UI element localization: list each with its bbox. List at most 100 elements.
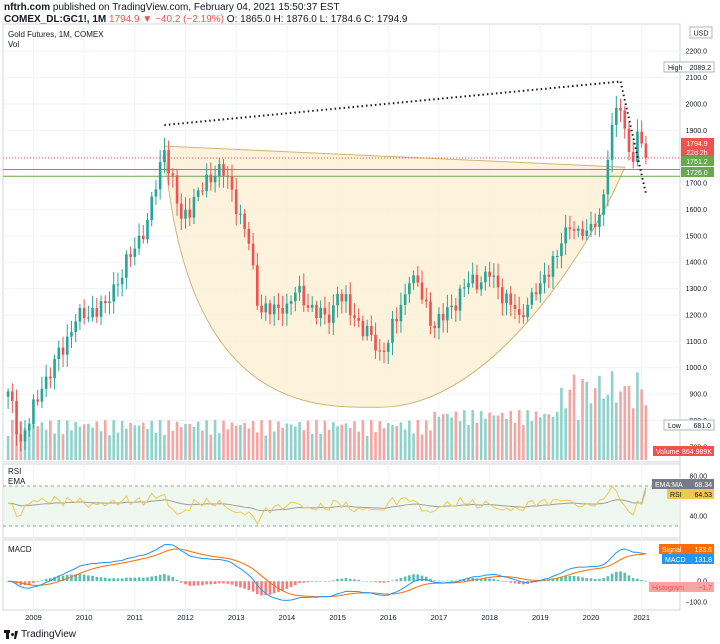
histogram-bar xyxy=(255,581,259,595)
candle-body xyxy=(488,271,491,277)
volume-bar xyxy=(53,433,56,460)
histogram-bar xyxy=(420,575,424,582)
volume-bar xyxy=(116,432,120,460)
candle-body xyxy=(610,124,614,160)
histogram-bar xyxy=(49,578,52,582)
candle-body xyxy=(302,285,306,306)
price-tick-label: 1400.0 xyxy=(686,260,708,267)
symbol-text: COMEX_DL:GC1!, 1M xyxy=(4,14,107,25)
candle-body xyxy=(255,265,259,306)
volume-bar xyxy=(44,429,48,460)
histogram-bar xyxy=(108,578,111,582)
volume-bar xyxy=(593,388,597,460)
volume-bar xyxy=(437,416,441,460)
candle-body xyxy=(53,359,56,379)
candle-body xyxy=(141,235,145,240)
volume-bar xyxy=(526,410,529,460)
candle-body xyxy=(576,228,580,231)
volume-bar xyxy=(450,417,453,460)
histogram-bar xyxy=(319,581,322,582)
volume-bar xyxy=(27,423,31,460)
histogram-bar xyxy=(272,581,276,594)
tradingview-footer[interactable]: TradingView xyxy=(4,629,76,640)
candle-body xyxy=(222,164,225,176)
volume-bar xyxy=(374,432,377,460)
publish-line: nftrh.com published on TradingView.com, … xyxy=(4,2,408,13)
rsi-label: RSI xyxy=(8,467,21,476)
histogram-bar xyxy=(424,576,428,582)
candle-body xyxy=(23,430,27,442)
time-axis-ticks: 2009 2010 2011 2012 2013 2014 2015 2016 2017 2018… xyxy=(25,613,650,622)
volume-bar xyxy=(108,435,111,460)
candle-body xyxy=(644,143,648,159)
volume-bar xyxy=(543,413,546,460)
volume-bar xyxy=(272,431,276,460)
rsi-tick-label: 40.00 xyxy=(689,514,707,521)
candle-body xyxy=(391,318,394,343)
year-tick-label: 2016 xyxy=(380,613,397,622)
volume-bar xyxy=(103,420,107,460)
histogram-bar xyxy=(429,578,432,582)
histogram-bar xyxy=(636,578,639,582)
candle-body xyxy=(365,325,369,337)
candle-body xyxy=(158,162,162,190)
price-tick-label: 1600.0 xyxy=(686,207,708,214)
year-tick-label: 2018 xyxy=(481,613,498,622)
volume-bar xyxy=(323,420,327,460)
histogram-bar xyxy=(40,580,44,582)
histogram-bar xyxy=(129,577,132,582)
histogram-bar xyxy=(610,573,614,582)
candle-body xyxy=(108,301,111,304)
badge-macd: MACD 131.8 xyxy=(662,554,714,564)
candle-body xyxy=(226,175,230,177)
volume-bar xyxy=(378,421,382,460)
candle-body xyxy=(560,243,563,257)
candle-body xyxy=(496,275,500,288)
volume-bar xyxy=(530,421,534,460)
volume-bar xyxy=(429,430,432,460)
volume-bar xyxy=(289,424,293,460)
volume-bar xyxy=(589,403,593,460)
histogram-bar xyxy=(315,581,318,582)
volume-bar xyxy=(517,410,521,460)
histogram-bar xyxy=(631,578,635,582)
candle-body xyxy=(315,304,318,319)
candle-body xyxy=(82,307,86,319)
badge-signal-value: 133.6 xyxy=(694,547,712,554)
histogram-bar xyxy=(484,578,487,582)
volume-bar xyxy=(644,405,648,460)
candle-body xyxy=(441,313,445,321)
badge-level1-value: 1751.2 xyxy=(686,159,708,166)
candle-body xyxy=(150,196,154,220)
volume-bar xyxy=(412,433,415,460)
volume-bar xyxy=(454,411,458,460)
candle-body xyxy=(285,303,289,314)
histogram-bar xyxy=(230,581,234,585)
candle-body xyxy=(234,189,238,215)
candle-body xyxy=(78,307,82,322)
candle-body xyxy=(437,313,441,329)
histogram-bar xyxy=(361,580,365,582)
candle-body xyxy=(19,434,23,442)
volume-bar xyxy=(179,427,183,460)
trendline-down xyxy=(619,81,647,194)
year-tick-label: 2013 xyxy=(228,613,245,622)
volume-bar xyxy=(467,425,470,460)
currency-label: USD xyxy=(694,31,709,38)
histogram-bar xyxy=(103,577,107,582)
volume-bar xyxy=(386,423,390,460)
candle-body xyxy=(57,347,61,360)
volume-bar xyxy=(585,381,589,460)
histogram-bar xyxy=(615,571,618,582)
histogram-bar xyxy=(623,572,627,582)
year-tick-label: 2021 xyxy=(633,613,650,622)
candle-body xyxy=(251,243,255,266)
volume-bar xyxy=(615,402,618,460)
volume-bar xyxy=(74,421,78,460)
badge-countdown: 22d 2h xyxy=(686,150,708,157)
histogram-bar xyxy=(454,580,458,582)
volume-bar xyxy=(201,430,204,460)
badge-high: High 2089.2 xyxy=(663,61,715,73)
volume-bar xyxy=(336,426,339,460)
